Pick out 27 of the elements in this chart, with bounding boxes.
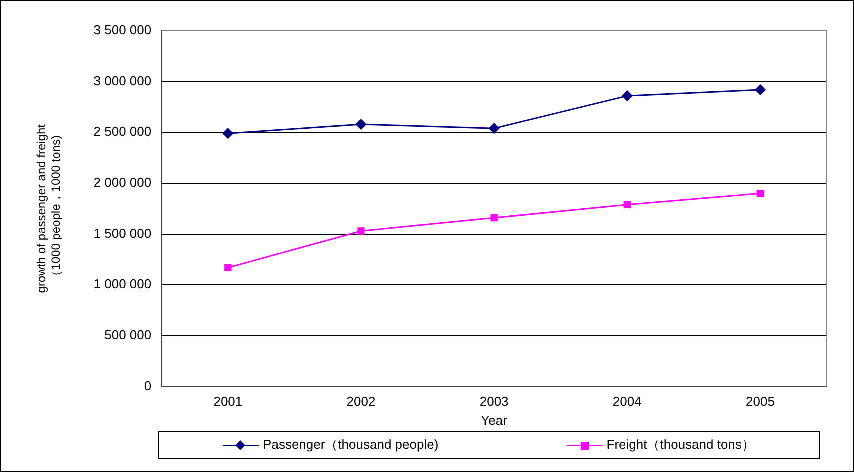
point xyxy=(756,190,764,198)
point xyxy=(222,128,234,139)
point xyxy=(490,214,498,222)
y-tick-label: 1 000 000 xyxy=(94,276,152,292)
y-tick-label: 2 500 000 xyxy=(94,124,152,140)
y-tick-label: 500 000 xyxy=(104,328,152,343)
x-tick-label: 2004 xyxy=(612,394,642,410)
x-tick-label: 2002 xyxy=(346,394,376,410)
x-axis-title: Year xyxy=(481,412,508,428)
point xyxy=(356,119,366,130)
point xyxy=(358,228,365,235)
point xyxy=(622,90,633,102)
y-axis-title: growth of passenger and freight （1000 people，1000 tons) xyxy=(34,124,63,294)
y-tick-label: 1 500 000 xyxy=(94,226,152,241)
y-tick-label: 3 000 000 xyxy=(94,73,152,88)
y-tick-label: 2 000 000 xyxy=(94,175,152,190)
legend-label: Passenger（thousand people) xyxy=(262,436,439,454)
point xyxy=(489,123,500,134)
legend-label: Freight（thousand tons） xyxy=(606,436,755,454)
y-tick-label: 3 500 000 xyxy=(94,22,152,38)
point xyxy=(755,84,766,96)
point xyxy=(624,201,631,208)
y-tick-label: 0 xyxy=(144,378,152,394)
x-tick-label: 2003 xyxy=(480,394,509,410)
point xyxy=(224,264,232,272)
x-tick-label: 2005 xyxy=(746,394,775,410)
x-tick-label: 2001 xyxy=(214,394,243,410)
